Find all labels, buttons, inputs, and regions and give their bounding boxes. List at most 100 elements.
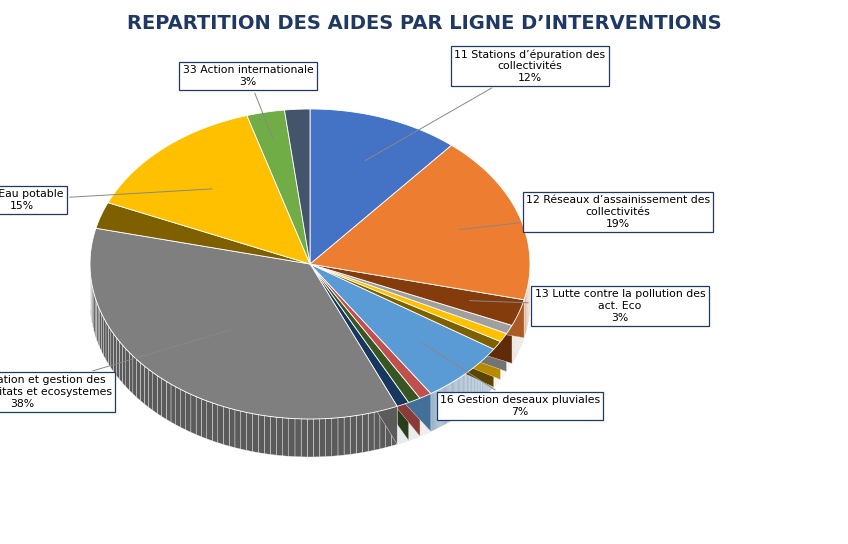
Polygon shape (224, 406, 229, 446)
Polygon shape (310, 264, 506, 342)
Polygon shape (392, 406, 397, 446)
Polygon shape (310, 264, 506, 372)
Polygon shape (380, 410, 386, 449)
Polygon shape (310, 264, 397, 444)
Polygon shape (295, 419, 301, 457)
Polygon shape (433, 392, 435, 430)
Polygon shape (451, 382, 452, 421)
Polygon shape (120, 342, 123, 383)
Polygon shape (94, 293, 95, 335)
Polygon shape (440, 388, 441, 427)
Polygon shape (447, 385, 448, 424)
Polygon shape (202, 399, 207, 439)
Polygon shape (310, 264, 500, 349)
Polygon shape (453, 381, 454, 420)
Polygon shape (181, 390, 186, 430)
Text: 33 Action internationale
3%: 33 Action internationale 3% (182, 65, 314, 140)
Polygon shape (129, 353, 133, 394)
Polygon shape (247, 412, 253, 452)
Text: 24 Restauration et gestion des
milieux, habitats et ecosystemes
38%: 24 Restauration et gestion des milieux, … (0, 330, 230, 409)
Polygon shape (100, 310, 102, 352)
Polygon shape (314, 419, 320, 457)
Polygon shape (448, 385, 449, 423)
Polygon shape (166, 381, 171, 422)
Polygon shape (310, 264, 494, 387)
Polygon shape (386, 408, 392, 448)
Polygon shape (301, 419, 307, 457)
Polygon shape (437, 391, 438, 429)
Polygon shape (109, 326, 111, 368)
Polygon shape (123, 345, 126, 387)
Polygon shape (191, 394, 196, 435)
Polygon shape (265, 416, 271, 454)
Polygon shape (289, 418, 295, 456)
Polygon shape (310, 264, 494, 393)
Polygon shape (454, 381, 455, 419)
Polygon shape (157, 375, 162, 417)
Polygon shape (196, 397, 202, 437)
Polygon shape (310, 264, 409, 441)
Polygon shape (90, 228, 397, 419)
Text: 12 Réseaux d’assainissement des
collectivités
19%: 12 Réseaux d’assainissement des collecti… (459, 195, 710, 230)
Polygon shape (171, 384, 176, 425)
Text: 25 Eau potable
15%: 25 Eau potable 15% (0, 189, 212, 211)
Polygon shape (144, 366, 148, 407)
Polygon shape (247, 110, 310, 264)
Polygon shape (218, 405, 224, 444)
Polygon shape (95, 297, 97, 339)
Polygon shape (310, 264, 409, 406)
Polygon shape (235, 410, 241, 449)
Polygon shape (310, 264, 397, 444)
Polygon shape (432, 392, 433, 431)
Polygon shape (141, 363, 144, 404)
Polygon shape (92, 288, 94, 331)
Polygon shape (362, 413, 368, 453)
Polygon shape (241, 411, 247, 450)
Polygon shape (452, 382, 453, 421)
Text: 11 Stations d’épuration des
collectivités
12%: 11 Stations d’épuration des collectivité… (365, 49, 605, 160)
Polygon shape (350, 416, 356, 454)
Polygon shape (439, 389, 440, 428)
Polygon shape (307, 419, 314, 457)
Polygon shape (116, 338, 120, 379)
Polygon shape (441, 388, 442, 426)
Polygon shape (310, 264, 500, 380)
Polygon shape (310, 264, 420, 436)
Polygon shape (162, 379, 166, 419)
Polygon shape (310, 264, 420, 403)
Polygon shape (310, 264, 506, 372)
Polygon shape (106, 322, 109, 364)
Polygon shape (310, 264, 431, 431)
Polygon shape (102, 314, 103, 356)
Polygon shape (310, 264, 512, 363)
Polygon shape (96, 202, 310, 264)
Polygon shape (259, 415, 265, 454)
Polygon shape (98, 306, 100, 348)
Polygon shape (111, 330, 114, 372)
Polygon shape (126, 349, 129, 391)
Text: REPARTITION DES AIDES PAR LIGNE D’INTERVENTIONS: REPARTITION DES AIDES PAR LIGNE D’INTERV… (126, 14, 722, 33)
Polygon shape (356, 415, 362, 454)
Polygon shape (446, 386, 447, 424)
Polygon shape (436, 391, 437, 429)
Text: 13 Lutte contre la pollution des
act. Eco
3%: 13 Lutte contre la pollution des act. Ec… (470, 289, 706, 323)
Polygon shape (310, 109, 451, 264)
Polygon shape (320, 418, 326, 457)
Polygon shape (344, 416, 350, 455)
Polygon shape (449, 384, 450, 422)
Polygon shape (374, 411, 380, 450)
Polygon shape (310, 264, 409, 441)
Polygon shape (310, 264, 431, 398)
Polygon shape (207, 401, 212, 441)
Polygon shape (455, 380, 456, 418)
Polygon shape (133, 356, 137, 397)
Polygon shape (310, 145, 530, 300)
Polygon shape (253, 413, 259, 453)
Polygon shape (443, 387, 444, 425)
Polygon shape (435, 391, 436, 430)
Polygon shape (212, 403, 218, 443)
Polygon shape (229, 408, 235, 448)
Polygon shape (153, 373, 157, 413)
Polygon shape (284, 109, 310, 264)
Polygon shape (332, 418, 338, 456)
